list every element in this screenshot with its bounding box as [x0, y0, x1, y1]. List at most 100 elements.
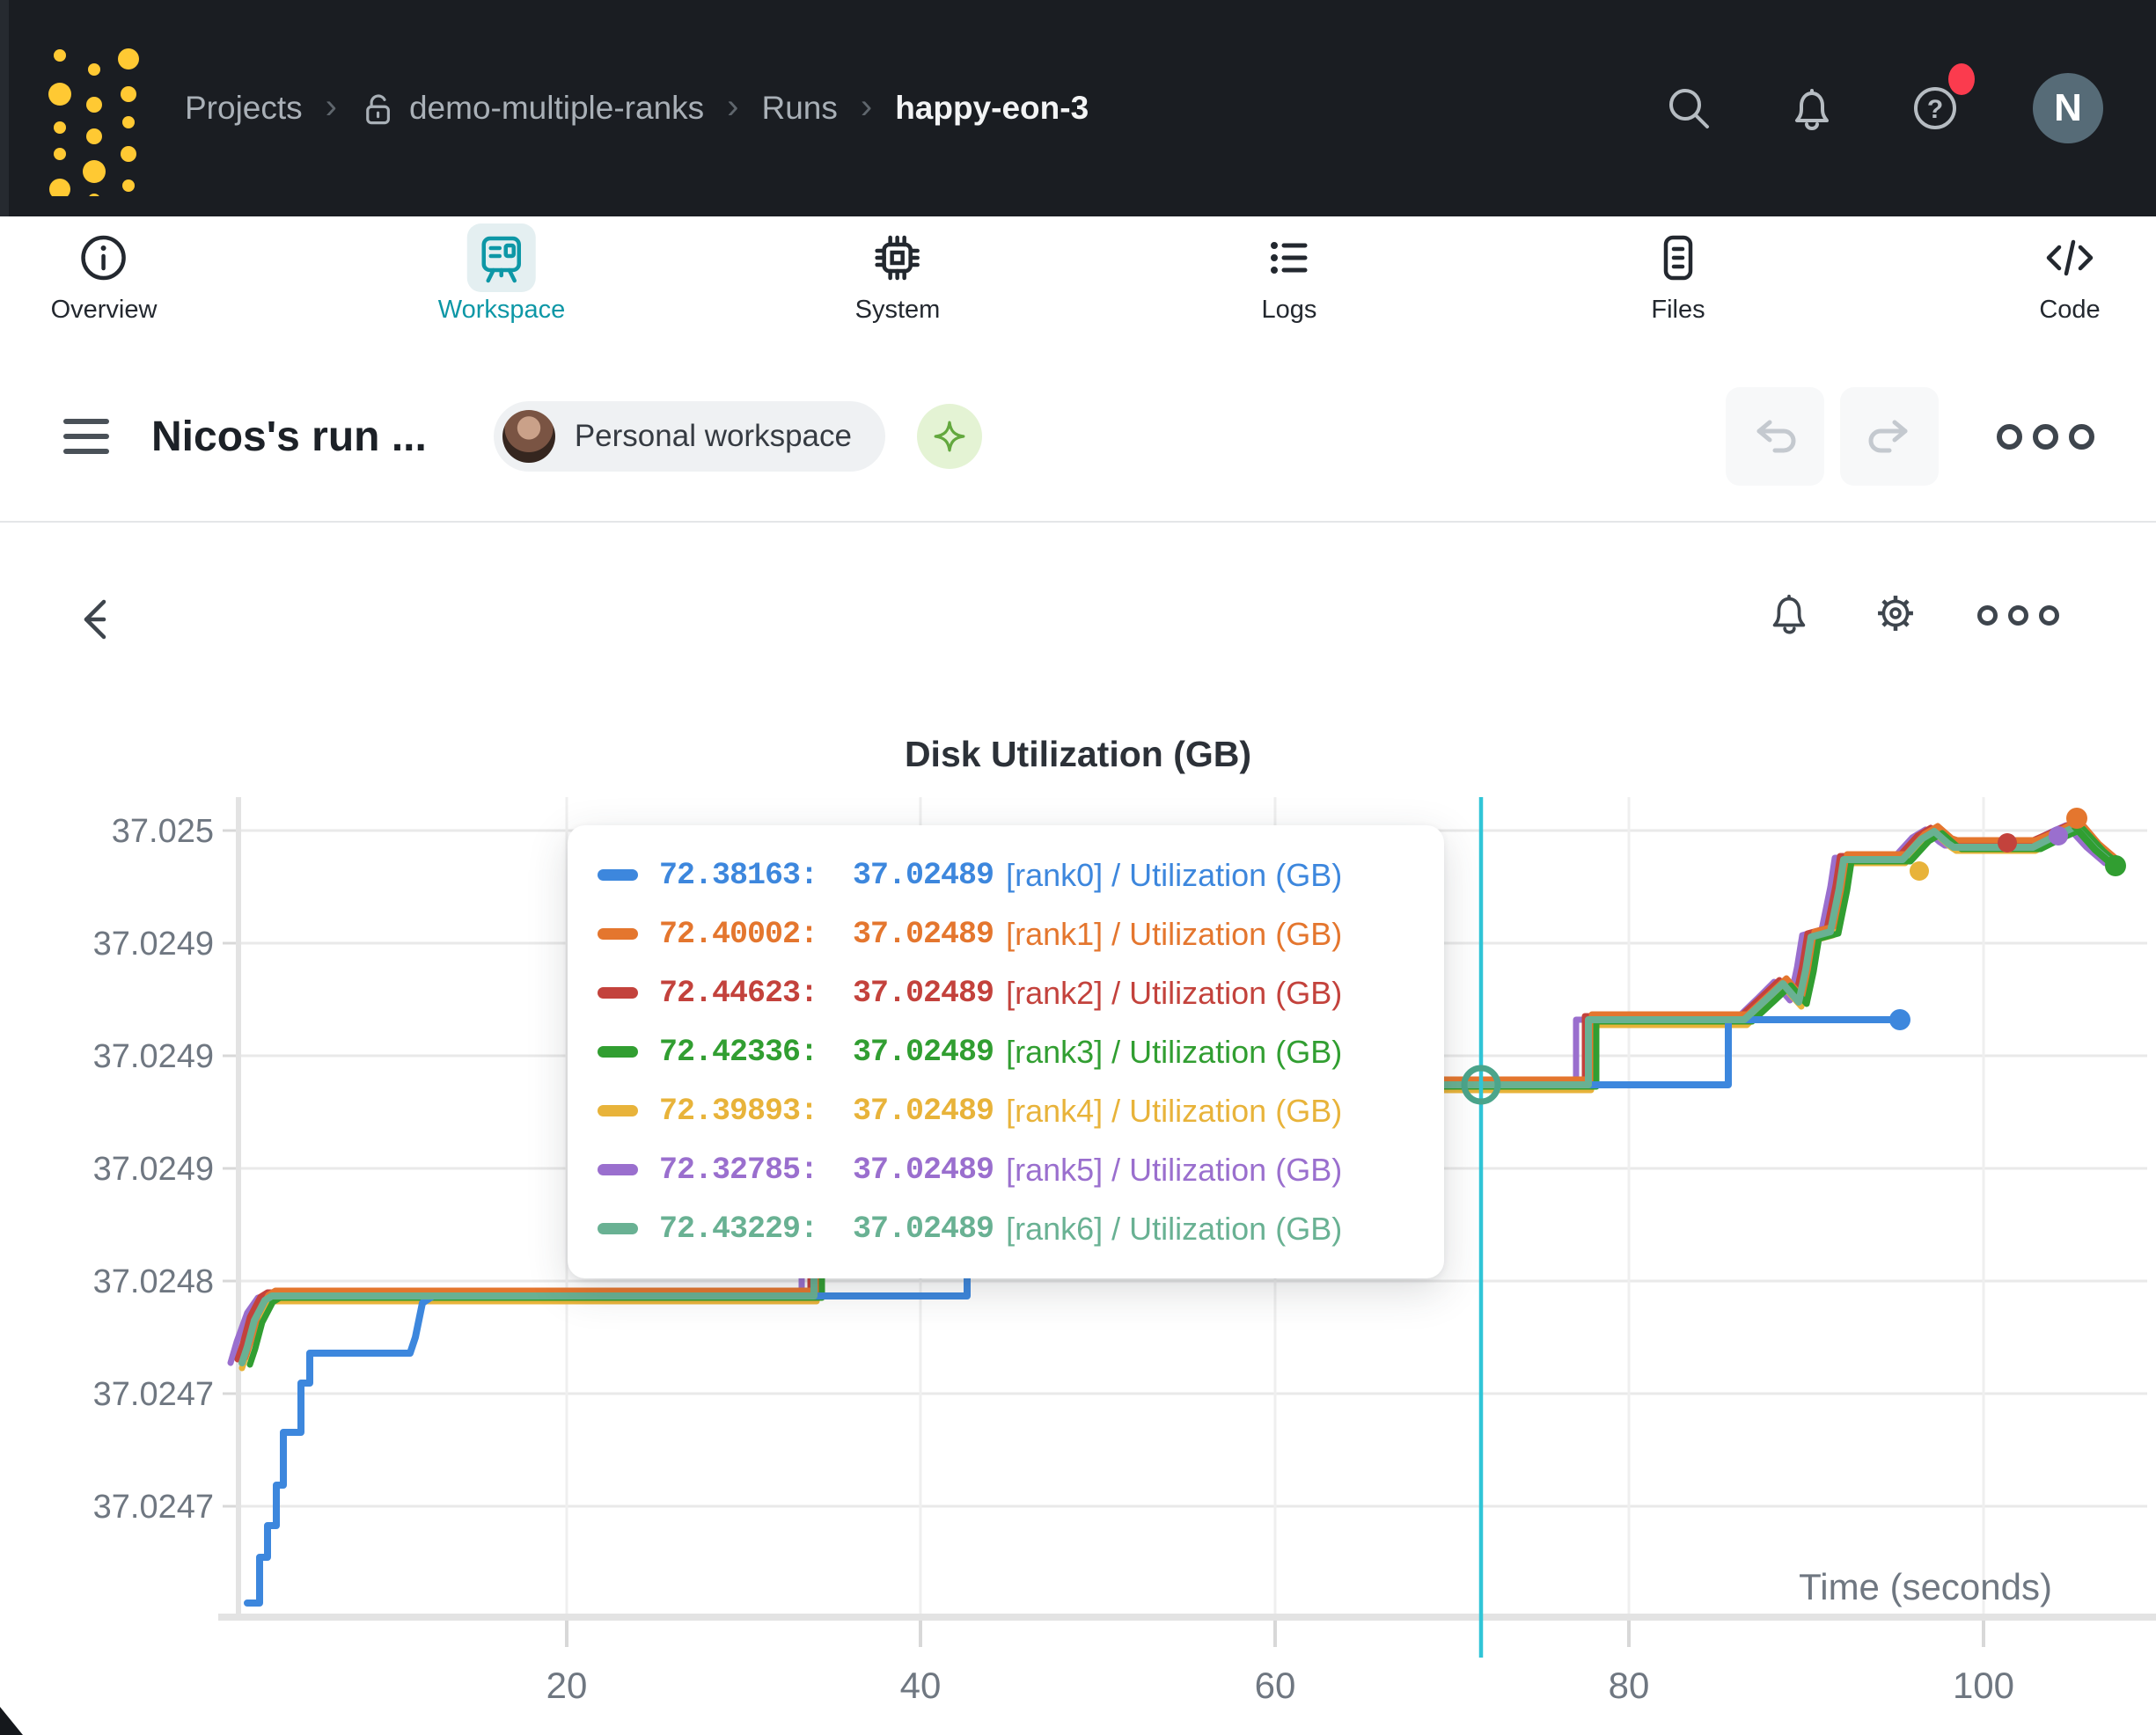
workspace-header: Nicos's run ... Personal workspace: [0, 352, 2156, 523]
x-tick-label: 80: [1609, 1665, 1650, 1706]
sparkle-icon: [934, 421, 965, 452]
series-color-chip: [598, 869, 638, 881]
tooltip-values: 72.32785: 37.02489: [659, 1152, 994, 1188]
rank0-end-dot: [1889, 1009, 1910, 1030]
breadcrumb: Projects › demo-multiple-ranks › Runs › …: [185, 86, 1089, 128]
rank3-end-dot: [2105, 855, 2126, 876]
breadcrumb-separator: ›: [860, 86, 873, 126]
panel-actions: [1764, 588, 2059, 643]
sidebar-toggle-icon[interactable]: [63, 409, 109, 464]
tooltip-row: 72.32785: 37.02489 [rank5] / Utilization …: [598, 1140, 1444, 1199]
run-tab-bar: Overview Workspace System Logs: [0, 216, 2156, 354]
tab-workspace-label: Workspace: [437, 296, 566, 324]
x-tick-label: 20: [546, 1665, 588, 1706]
unlock-icon: [366, 94, 390, 125]
tooltip-row: 72.38163: 37.02489 [rank0] / Utilization …: [598, 846, 1444, 904]
top-nav-bar: Projects › demo-multiple-ranks › Runs › …: [0, 0, 2156, 216]
tooltip-values: 72.38163: 37.02489: [659, 857, 994, 893]
x-tick-label: 40: [900, 1665, 942, 1706]
rank2-end-dot: [1998, 833, 2017, 853]
chart-title: Disk Utilization (GB): [904, 734, 1252, 774]
tooltip-series-label: [rank3] / Utilization (GB): [1006, 1033, 1343, 1070]
info-icon: [81, 235, 127, 281]
help-icon[interactable]: ?: [1910, 63, 1975, 134]
tooltip-values: 72.39893: 37.02489: [659, 1093, 994, 1129]
tab-logs[interactable]: Logs: [1255, 223, 1324, 325]
tab-overview[interactable]: Overview: [50, 223, 158, 325]
tab-code[interactable]: Code: [2035, 223, 2104, 325]
topbar-actions: ? N: [1663, 63, 2103, 143]
files-doc-icon: [1663, 235, 1693, 281]
tab-code-label: Code: [2039, 296, 2101, 324]
tooltip-values: 72.42336: 37.02489: [659, 1034, 994, 1070]
series-color-chip: [598, 1105, 638, 1116]
tab-files-label: Files: [1651, 296, 1705, 324]
x-tick-label: 60: [1255, 1665, 1296, 1706]
tab-workspace[interactable]: Workspace: [437, 223, 566, 325]
avatar[interactable]: N: [2033, 73, 2103, 143]
y-tick-label: 37.0247: [93, 1376, 214, 1413]
wandb-logo-icon[interactable]: [46, 20, 143, 196]
breadcrumb-project-label: demo-multiple-ranks: [408, 90, 705, 126]
svg-text:?: ?: [1927, 95, 1943, 124]
nav-edge-strip: [0, 0, 9, 216]
crosshair-ring: [1461, 1065, 1501, 1105]
redo-icon: [1868, 420, 1908, 453]
system-chip-icon: [875, 235, 920, 281]
user-photo-avatar: [502, 410, 555, 463]
tooltip-series-label: [rank1] / Utilization (GB): [1006, 915, 1343, 952]
breadcrumb-project[interactable]: demo-multiple-ranks: [360, 90, 704, 127]
y-tick-label: 37.0248: [93, 1263, 214, 1300]
y-tick-label: 37.0249: [93, 1151, 214, 1188]
tooltip-values: 72.43229: 37.02489: [659, 1211, 994, 1247]
tab-files[interactable]: Files: [1644, 223, 1712, 325]
rank4-end-dot: [1910, 861, 1929, 881]
back-button[interactable]: [77, 591, 134, 652]
y-tick-label: 37.0247: [93, 1489, 214, 1526]
tooltip-series-label: [rank6] / Utilization (GB): [1006, 1210, 1343, 1247]
code-icon: [2046, 239, 2094, 276]
tab-system[interactable]: System: [854, 223, 941, 325]
undo-icon: [1756, 420, 1796, 453]
series-color-chip: [598, 928, 638, 940]
panel-settings-gear-icon[interactable]: [1870, 588, 1921, 643]
tab-overview-label: Overview: [50, 296, 158, 324]
tooltip-row: 72.40002: 37.02489 [rank1] / Utilization …: [598, 904, 1444, 963]
rank1-end-dot: [2066, 808, 2087, 829]
tooltip-row: 72.43229: 37.02489 [rank6] / Utilization …: [598, 1199, 1444, 1258]
redo-button[interactable]: [1840, 387, 1939, 486]
workspace-more-menu-icon[interactable]: [1997, 423, 2094, 450]
logs-list-icon: [1271, 242, 1308, 274]
breadcrumb-run-name[interactable]: happy-eon-3: [895, 90, 1089, 126]
tooltip-series-label: [rank2] / Utilization (GB): [1006, 974, 1343, 1011]
workspace-icon: [481, 236, 522, 283]
tooltip-series-label: [rank0] / Utilization (GB): [1006, 856, 1343, 893]
breadcrumb-runs[interactable]: Runs: [761, 90, 838, 126]
tooltip-series-label: [rank5] / Utilization (GB): [1006, 1151, 1343, 1188]
mouse-cursor: [0, 1707, 23, 1735]
sparkle-ai-button[interactable]: [916, 404, 982, 469]
rank5-end-dot: [2049, 826, 2068, 846]
y-tick-label: 37.025: [112, 813, 214, 850]
panel-alerts-bell-icon[interactable]: [1764, 589, 1814, 642]
series-color-chip: [598, 1164, 638, 1175]
breadcrumb-separator: ›: [325, 86, 337, 126]
notifications-bell-icon[interactable]: [1786, 83, 1837, 134]
breadcrumb-projects[interactable]: Projects: [185, 90, 303, 126]
tab-logs-label: Logs: [1261, 296, 1317, 324]
notification-dot: [1948, 63, 1975, 95]
undo-button[interactable]: [1726, 387, 1824, 486]
rank6-line: [238, 824, 2117, 1366]
workspace-selector[interactable]: Personal workspace: [493, 401, 885, 472]
x-axis-title: Time (seconds): [1799, 1566, 2052, 1607]
tab-system-label: System: [854, 296, 941, 324]
series-color-chip: [598, 1223, 638, 1234]
y-tick-label: 37.0249: [93, 926, 214, 963]
chart-tooltip: 72.38163: 37.02489 [rank0] / Utilization …: [568, 825, 1444, 1278]
panel-more-menu-icon[interactable]: [1977, 605, 2059, 626]
search-icon[interactable]: [1663, 83, 1714, 134]
tooltip-row: 72.42336: 37.02489 [rank3] / Utilization …: [598, 1022, 1444, 1081]
workspace-title[interactable]: Nicos's run ...: [151, 413, 427, 460]
workspace-selector-label: Personal workspace: [574, 419, 852, 453]
tooltip-series-label: [rank4] / Utilization (GB): [1006, 1092, 1343, 1129]
